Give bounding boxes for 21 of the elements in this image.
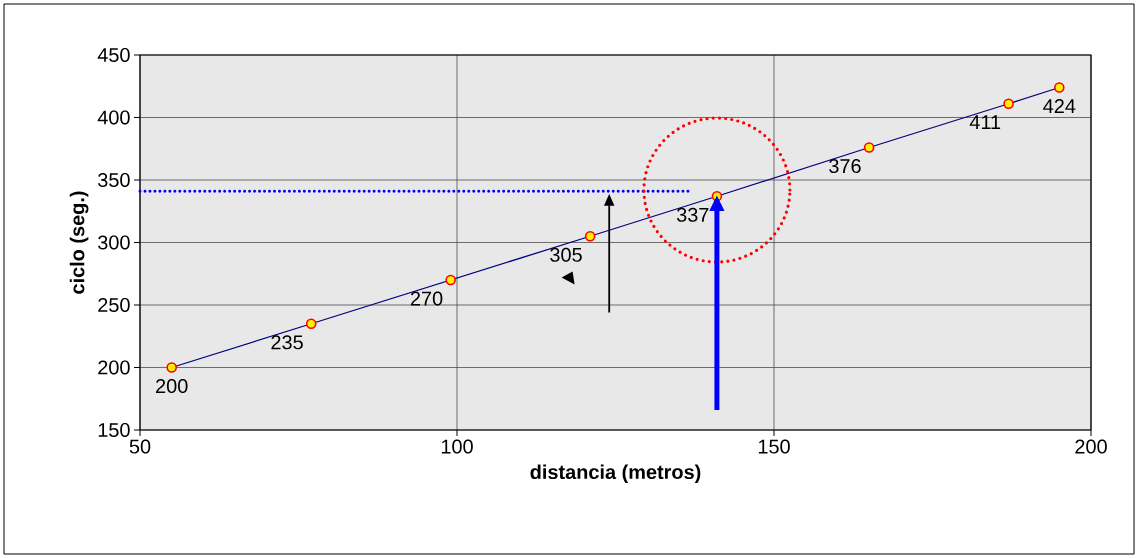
x-tick-label: 150 bbox=[758, 439, 790, 454]
y-tick-label: 200 bbox=[98, 360, 130, 375]
y-tick-label: 250 bbox=[98, 297, 130, 313]
data-label: 235 bbox=[271, 335, 303, 350]
data-label: 200 bbox=[156, 378, 188, 394]
y-tick-label: 450 bbox=[97, 47, 130, 63]
data-label: 424 bbox=[1043, 98, 1076, 113]
y-tick-label: 150 bbox=[98, 422, 130, 438]
y-tick-label: 400 bbox=[97, 110, 130, 125]
x-axis-title: distancia (metros) bbox=[530, 464, 701, 484]
data-label: 305 bbox=[550, 247, 582, 262]
data-label: 270 bbox=[410, 291, 443, 306]
y-axis-title: ciclo (seg.) bbox=[69, 191, 89, 294]
y-tick-label: 300 bbox=[98, 235, 130, 250]
data-label: 411 bbox=[969, 115, 1001, 129]
x-tick-label: 200 bbox=[1075, 439, 1107, 454]
data-label: 376 bbox=[829, 158, 861, 174]
x-tick-label: 100 bbox=[441, 439, 473, 454]
x-tick-label: 50 bbox=[129, 439, 151, 454]
data-label: 337 bbox=[676, 207, 709, 222]
y-tick-label: 350 bbox=[98, 172, 130, 188]
